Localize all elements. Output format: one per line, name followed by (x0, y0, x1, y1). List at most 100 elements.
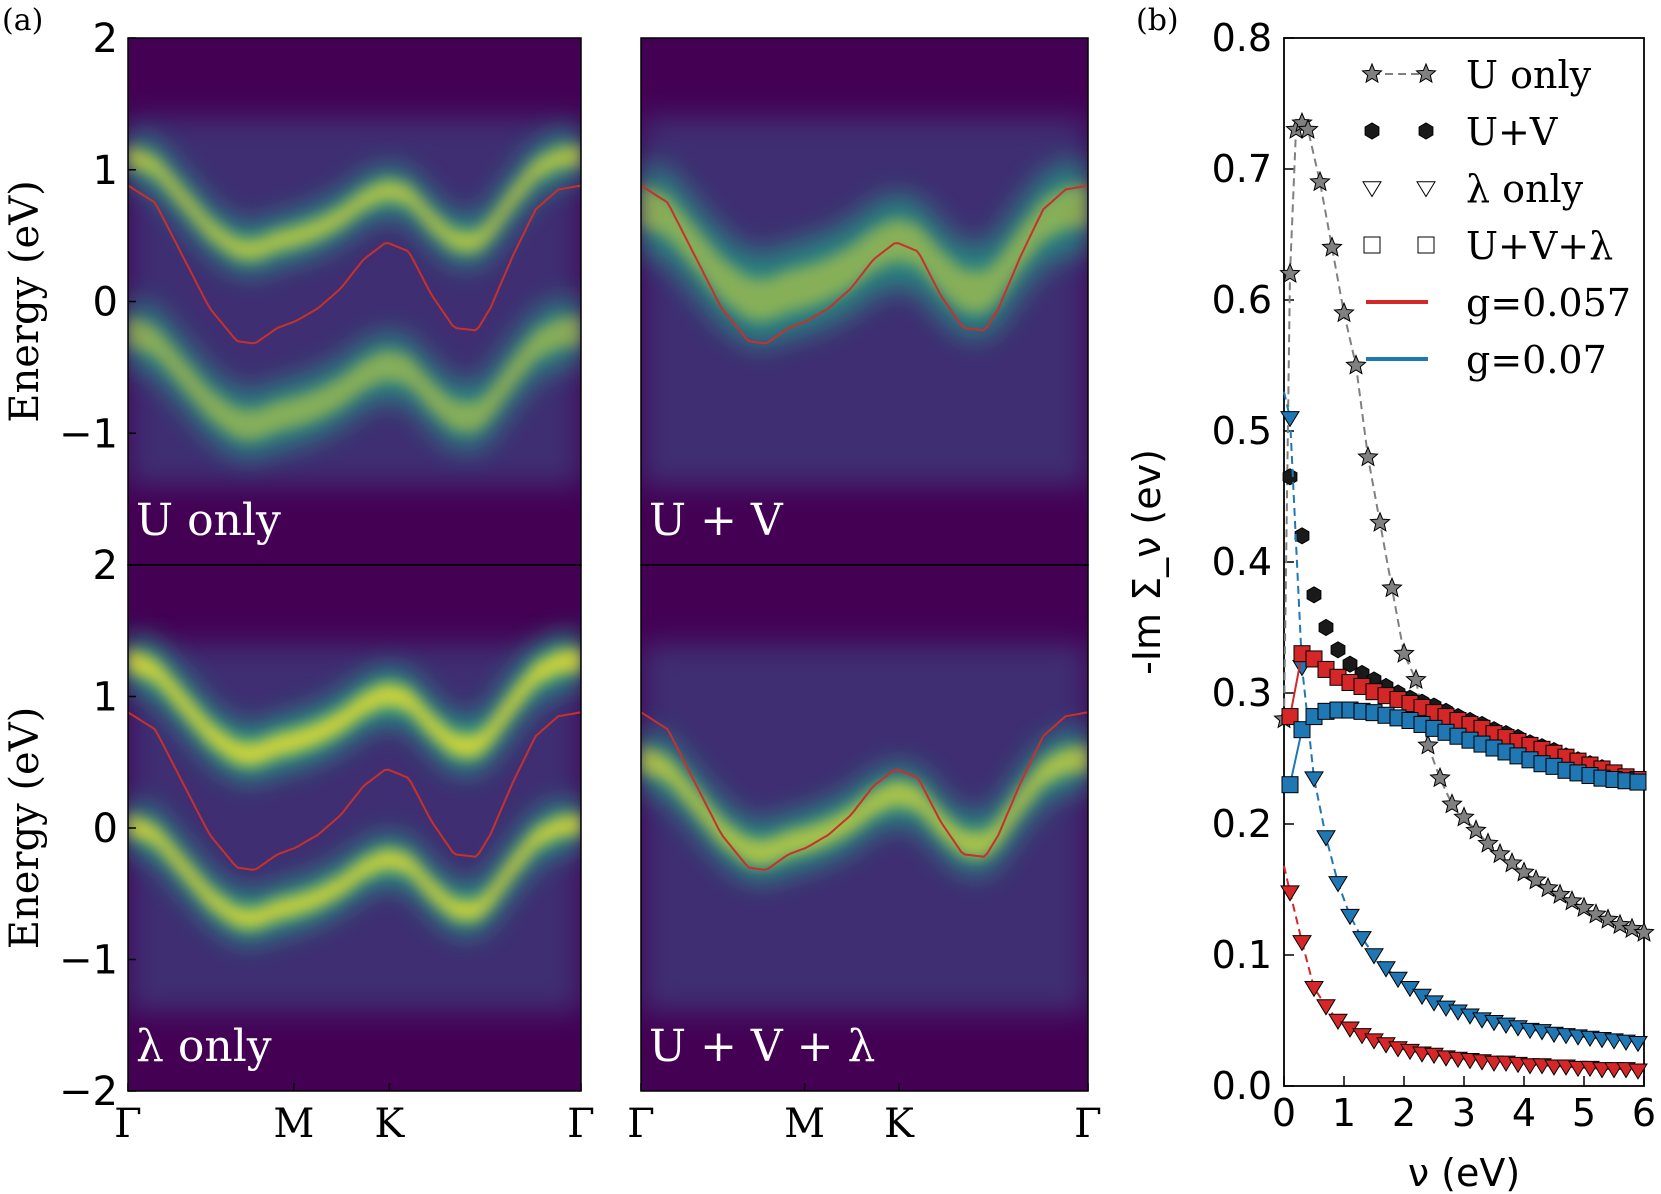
data-point (1592, 1062, 1612, 1079)
legend-marker (1417, 236, 1435, 254)
data-point (1544, 1059, 1564, 1076)
x-tick-label: K (374, 1101, 405, 1147)
data-point (1369, 511, 1391, 532)
bare-band-line (128, 711, 581, 871)
subplot-label: U only (136, 495, 281, 546)
spectral-band-core (641, 745, 1088, 866)
data-point (1280, 411, 1300, 428)
x-tick-label: 3 (1452, 1091, 1476, 1135)
y-tick-label: 0.8 (1212, 16, 1272, 60)
bare-band-line (128, 184, 581, 345)
legend-label: g=0.07 (1466, 338, 1607, 382)
data-point (1345, 354, 1367, 375)
legend-marker (1418, 122, 1434, 140)
y-tick-label: 0.5 (1212, 409, 1272, 453)
data-point (1393, 642, 1415, 663)
data-point (1294, 527, 1310, 545)
data-point (1628, 1063, 1648, 1080)
data-point (1279, 262, 1301, 283)
y-tick-label: 1 (93, 148, 118, 194)
data-point (1293, 721, 1311, 739)
spectral-band-core (128, 648, 581, 766)
y-tick-label: 0.4 (1212, 540, 1272, 584)
data-point (1381, 576, 1403, 598)
data-point (1453, 806, 1475, 827)
x-tick-label: M (273, 1101, 314, 1147)
data-point (1292, 935, 1312, 952)
spectral-band-core (641, 184, 1088, 321)
data-point (1357, 445, 1379, 467)
legend-marker (1361, 62, 1383, 84)
data-point (1609, 913, 1631, 935)
y-tick-label: 2 (93, 543, 118, 589)
y-tick-label: 0.2 (1212, 802, 1272, 846)
data-point (1328, 876, 1348, 893)
data-series (1280, 391, 1648, 1053)
subplot-label: U + V (649, 495, 784, 546)
y-tick-label: 0.0 (1212, 1064, 1272, 1108)
heatmap-panel: λ only Γ M K Γ 2 1 0 −1 −2 Energy (eV) (2, 543, 595, 1147)
data-point (1465, 819, 1487, 840)
data-point (1321, 236, 1343, 257)
y-tick-label: −1 (59, 938, 118, 984)
x-tick-label: M (784, 1101, 825, 1147)
data-point (1501, 851, 1523, 873)
y-tick-label: 0 (93, 806, 118, 852)
heatmap-haze (128, 117, 581, 486)
x-tick-label: Γ (1074, 1101, 1102, 1147)
legend-label: g=0.057 (1466, 281, 1631, 325)
data-point (1604, 1062, 1624, 1079)
data-point (1282, 468, 1298, 486)
data-point (1525, 868, 1547, 890)
panel-b-label: (b) (1136, 3, 1179, 38)
data-point (1376, 961, 1396, 978)
subplot-label: λ only (136, 1021, 272, 1072)
x-tick-label: Γ (114, 1101, 142, 1147)
y-axis-label: -Im Σ_ν (ev) (1125, 449, 1169, 675)
y-tick-label: −1 (59, 411, 118, 457)
data-point (1628, 1035, 1648, 1053)
y-axis-label: Energy (eV) (2, 180, 48, 422)
y-tick-label: −2 (59, 1069, 118, 1115)
x-tick-label: 0 (1272, 1091, 1296, 1135)
data-point (1364, 948, 1384, 965)
y-tick-label: 0.1 (1212, 933, 1272, 977)
x-tick-label: 1 (1332, 1091, 1356, 1135)
legend-label: U+V+λ (1466, 224, 1613, 268)
data-point (1316, 830, 1336, 847)
x-tick-label: 5 (1572, 1091, 1596, 1135)
legend-marker (1364, 122, 1380, 140)
data-point (1297, 118, 1319, 139)
legend-marker (1363, 236, 1381, 254)
data-point (1304, 771, 1324, 788)
legend-marker (1362, 181, 1382, 198)
legend: U only U+V λ only U+V+λ g=0.057 g=0.07 (1361, 53, 1631, 382)
self-energy-plot: 0 1 2 3 4 5 6 0.0 0.1 0.2 0.3 0.4 0.5 0.6 0.7 0.8 ν (eV)… (1125, 16, 1656, 1194)
data-point (1429, 766, 1451, 788)
x-tick-label: K (884, 1101, 915, 1147)
legend-label: λ only (1466, 167, 1584, 211)
data-series (1281, 701, 1647, 794)
spectral-band-core (128, 813, 581, 930)
y-tick-label: 1 (93, 675, 118, 721)
data-point (1316, 999, 1336, 1016)
data-point (1441, 793, 1463, 814)
x-tick-label: 6 (1632, 1091, 1656, 1135)
heatmap-frame (640, 564, 1089, 1092)
data-point (1281, 708, 1299, 726)
y-tick-label: 0 (93, 280, 118, 326)
data-point (1417, 734, 1439, 755)
legend-label: U only (1466, 53, 1592, 97)
data-point (1342, 655, 1358, 673)
data-point (1280, 885, 1300, 902)
plot-frame (1283, 37, 1645, 1087)
data-point (1629, 773, 1647, 791)
legend-label: U+V (1466, 110, 1558, 154)
x-tick-label: 4 (1512, 1091, 1536, 1135)
data-point (1477, 832, 1499, 853)
subplot-label: U + V + λ (649, 1021, 875, 1072)
heatmap-panel: U + V (640, 37, 1089, 566)
